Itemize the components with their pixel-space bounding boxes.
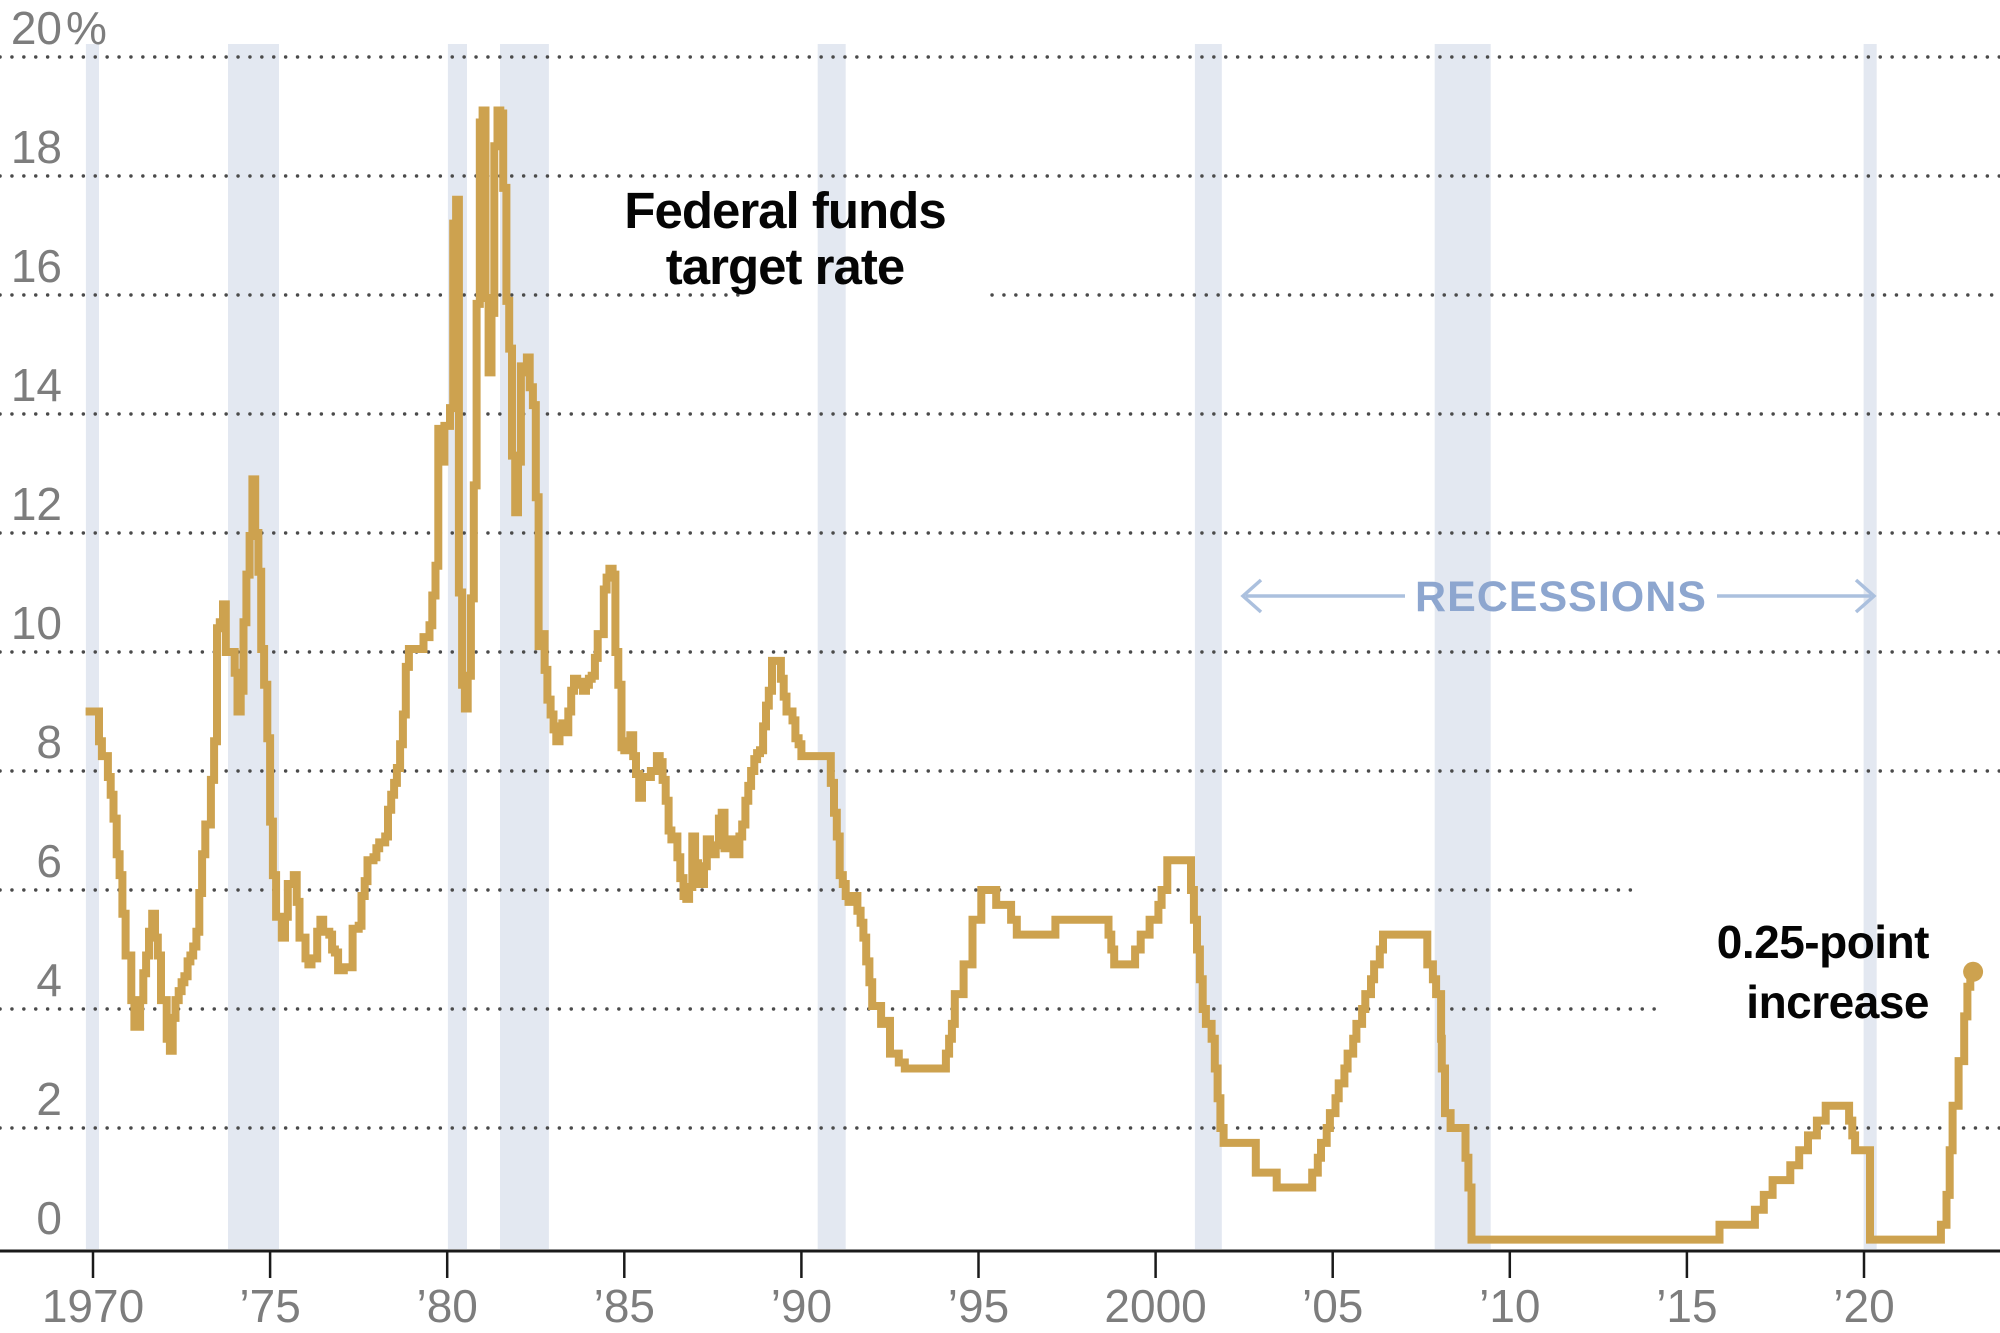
latest-value-dot [1963,961,1984,982]
y-tick-label: 2 [36,1073,62,1125]
chart-title: Federal funds target rate [624,182,946,295]
arrow-left-icon [1240,578,1405,614]
y-tick-label: 8 [36,716,62,768]
recession-band [1863,44,1877,1249]
y-tick-label: 4 [36,954,62,1006]
recessions-legend: RECESSIONS [1240,573,1877,621]
gridlines [0,55,2000,1130]
x-tick-label: ’10 [1479,1280,1540,1332]
annotation-line-1: 0.25-point [1717,916,1929,968]
chart-title-line-1: Federal funds [624,182,945,239]
x-tick-label: ’15 [1656,1280,1717,1332]
x-tick-label: 2000 [1104,1280,1206,1332]
recessions-label: RECESSIONS [1415,573,1707,621]
recession-band [85,44,99,1249]
annotation-line-2: increase [1746,976,1929,1028]
recession-band [817,44,846,1249]
y-tick-label: 14 [11,359,62,411]
x-tick-label: ’85 [594,1280,655,1332]
y-tick-label: 0 [36,1192,62,1244]
x-tick-label: ’90 [771,1280,832,1332]
y-tick-label: 16 [11,240,62,292]
y-tick-label: 18 [11,121,62,173]
x-tick-label: ’95 [948,1280,1009,1332]
chart-title-line-2: target rate [666,238,904,295]
x-tick-label: 1970 [42,1280,144,1332]
recession-band [228,44,279,1249]
y-tick-suffix: % [66,2,107,54]
y-tick-label: 10 [11,597,62,649]
recession-bands [85,44,1877,1249]
x-tick-label: ’20 [1833,1280,1894,1332]
y-tick-label: 12 [11,478,62,530]
x-tick-label: ’05 [1302,1280,1363,1332]
x-axis: 1970 ’75 ’80 ’85 ’90 ’95 2000 ’05 ’10 ’15 ’20 [0,1249,2000,1332]
x-tick-label: ’75 [239,1280,300,1332]
y-tick-label: 6 [36,835,62,887]
arrow-right-icon [1717,578,1877,614]
rate-step-line [85,106,1975,1244]
y-axis-labels: 0 2 4 6 8 10 12 14 16 18 20% [11,2,107,1244]
x-tick-label: ’80 [417,1280,478,1332]
latest-move-annotation: 0.25-point increase [1717,916,1930,1028]
y-tick-label: 20 [11,2,62,54]
